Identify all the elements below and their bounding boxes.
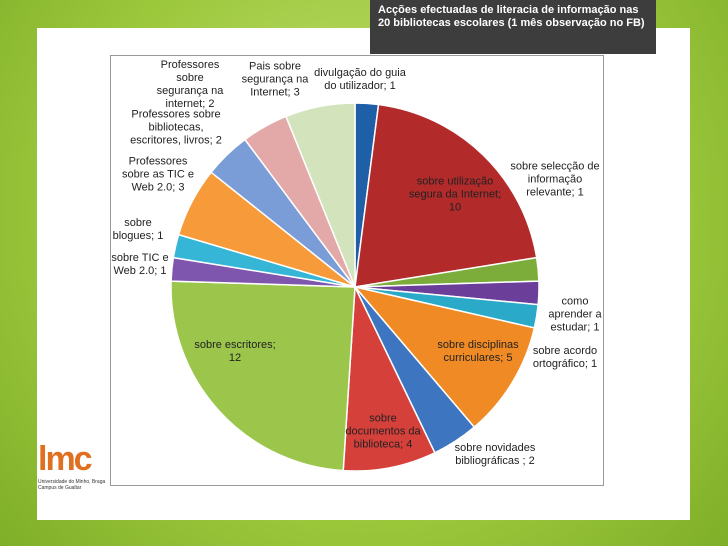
logo-mark: lmc — [38, 440, 93, 478]
data-label: sobre selecção de informação relevante; … — [510, 160, 600, 199]
pie-slice — [284, 102, 356, 288]
data-label: sobre documentos da biblioteca; 4 — [345, 412, 421, 451]
data-label: Pais sobre segurança na Internet; 3 — [241, 60, 309, 99]
data-label: sobre blogues; 1 — [112, 217, 164, 242]
chart-title: Acções efectuadas de literacia de inform… — [370, 0, 656, 54]
data-label: Professores sobre bibliotecas, escritore… — [130, 108, 222, 147]
data-label: sobre TIC e Web 2.0; 1 — [111, 252, 169, 277]
pie-slice — [354, 103, 538, 288]
data-label: sobre escritores; 12 — [194, 339, 276, 364]
pie-slice — [352, 285, 536, 429]
data-label: Professores sobre as TIC e Web 2.0; 3 — [122, 155, 194, 194]
data-label: sobre utilização segura da Internet; 10 — [408, 175, 502, 214]
logo-text: Universidade do Minho, Braga — [38, 479, 106, 485]
pie-slice — [342, 284, 436, 472]
data-label: sobre novidades bibliográficas ; 2 — [454, 442, 536, 467]
logo: lmc Universidade do Minho, Braga Campus … — [38, 440, 108, 491]
data-label: como aprender a estudar; 1 — [548, 295, 602, 334]
data-label: sobre acordo ortográfico; 1 — [532, 345, 598, 370]
data-label: Professores sobre segurança na internet;… — [156, 59, 224, 110]
data-label: divulgação do guia do utilizador; 1 — [314, 67, 406, 92]
data-label: sobre disciplinas curriculares; 5 — [437, 339, 519, 364]
pie-slice — [170, 280, 356, 472]
logo-text: Campus de Gualtar — [38, 485, 82, 491]
